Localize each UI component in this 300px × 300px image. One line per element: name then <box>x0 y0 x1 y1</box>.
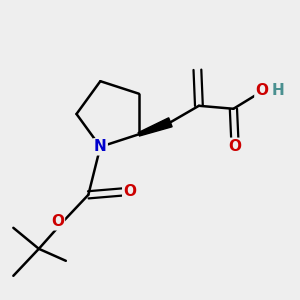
Text: N: N <box>94 139 107 154</box>
Text: O: O <box>228 139 242 154</box>
Text: H: H <box>272 83 284 98</box>
Text: O: O <box>51 214 64 229</box>
Polygon shape <box>138 118 172 136</box>
Text: O: O <box>255 83 268 98</box>
Text: O: O <box>123 184 136 199</box>
